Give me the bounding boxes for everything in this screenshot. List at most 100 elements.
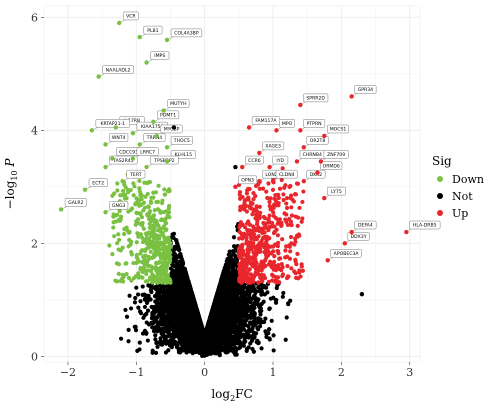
cloud-point (177, 277, 182, 282)
cloud-point (227, 265, 232, 270)
cloud-point (195, 309, 200, 314)
cloud-point (140, 223, 145, 228)
cloud-point (170, 232, 175, 237)
cloud-point (270, 272, 275, 277)
cloud-point (241, 286, 246, 291)
cloud-point (228, 311, 233, 316)
cloud-point (149, 289, 154, 295)
cloud-point (284, 315, 289, 320)
cloud-point (177, 336, 182, 341)
cloud-point (241, 324, 246, 329)
cloud-point (182, 334, 187, 339)
cloud-point (191, 323, 196, 328)
cloud-point (218, 345, 223, 350)
cloud-point (227, 276, 232, 281)
cloud-point (261, 299, 266, 304)
cloud-point (170, 274, 175, 279)
cloud-point (229, 337, 234, 342)
cloud-point (141, 315, 146, 320)
cloud-point (235, 329, 240, 334)
cloud-point (171, 287, 176, 293)
cloud-point (184, 342, 190, 347)
cloud-point (184, 317, 189, 322)
cloud-point (137, 347, 142, 352)
cloud-point (174, 345, 180, 350)
cloud-point (192, 347, 198, 352)
cloud-point (213, 320, 218, 325)
cloud-point (228, 324, 233, 329)
cloud-point (273, 300, 279, 305)
cloud-point (267, 306, 272, 311)
cloud-point (176, 348, 181, 353)
cloud-point (248, 299, 253, 305)
cloud-point (257, 305, 263, 310)
cloud-point (174, 296, 179, 301)
cloud-point (126, 339, 131, 344)
cloud-point (150, 325, 155, 330)
cloud-point (226, 290, 231, 295)
cloud-point (270, 187, 276, 192)
cloud-point (187, 282, 192, 287)
cloud-point (150, 321, 156, 326)
cloud-point (140, 284, 145, 289)
cloud-point (182, 271, 187, 276)
cloud-point (202, 335, 207, 340)
cloud-point (258, 312, 263, 317)
cloud-point (251, 349, 256, 354)
cloud-point (211, 304, 216, 309)
cloud-point (171, 326, 176, 331)
cloud-point (166, 329, 171, 334)
cloud-point (184, 349, 189, 354)
cloud-point (231, 280, 236, 285)
cloud-point (165, 300, 170, 305)
cloud-point (124, 271, 129, 277)
cloud-point (226, 327, 232, 333)
cloud-point (207, 317, 212, 323)
cloud-point (181, 313, 186, 318)
cloud-point (288, 249, 293, 254)
cloud-point (182, 298, 187, 303)
cloud-point (159, 331, 164, 336)
cloud-point (218, 279, 224, 284)
cloud-point (223, 265, 228, 270)
cloud-point (243, 309, 248, 314)
cloud-point (124, 314, 130, 319)
cloud-point (251, 241, 256, 246)
cloud-point (232, 259, 237, 265)
cloud-point (280, 294, 285, 299)
cloud-point (236, 285, 241, 291)
cloud-point (231, 341, 236, 347)
cloud-point (223, 273, 228, 278)
cloud-point (219, 314, 224, 320)
cloud-point (246, 324, 251, 329)
cloud-point (184, 305, 189, 310)
cloud-point (160, 310, 165, 316)
cloud-point (228, 284, 233, 289)
cloud-point (158, 336, 163, 341)
cloud-point (196, 344, 201, 349)
cloud-point (145, 338, 150, 343)
cloud-point (153, 285, 158, 290)
cloud-point (259, 346, 264, 351)
cloud-point (183, 346, 188, 351)
cloud-point (167, 292, 172, 297)
cloud-point (267, 337, 272, 342)
cloud-point (233, 316, 238, 321)
cloud-point (161, 318, 166, 323)
cloud-point (118, 336, 124, 341)
cloud-point (186, 291, 192, 296)
cloud-point (241, 340, 247, 345)
cloud-point (164, 305, 169, 311)
cloud-point (153, 337, 158, 342)
cloud-point (215, 323, 220, 328)
cloud-point (133, 328, 139, 333)
cloud-point (225, 314, 230, 319)
cloud-point (200, 328, 206, 334)
cloud-point (197, 334, 202, 340)
cloud-point (255, 325, 260, 330)
cloud-point (224, 350, 230, 355)
cloud-point (208, 336, 213, 341)
cloud-point (221, 291, 226, 296)
cloud-point (189, 334, 194, 339)
cloud-point (163, 350, 169, 355)
